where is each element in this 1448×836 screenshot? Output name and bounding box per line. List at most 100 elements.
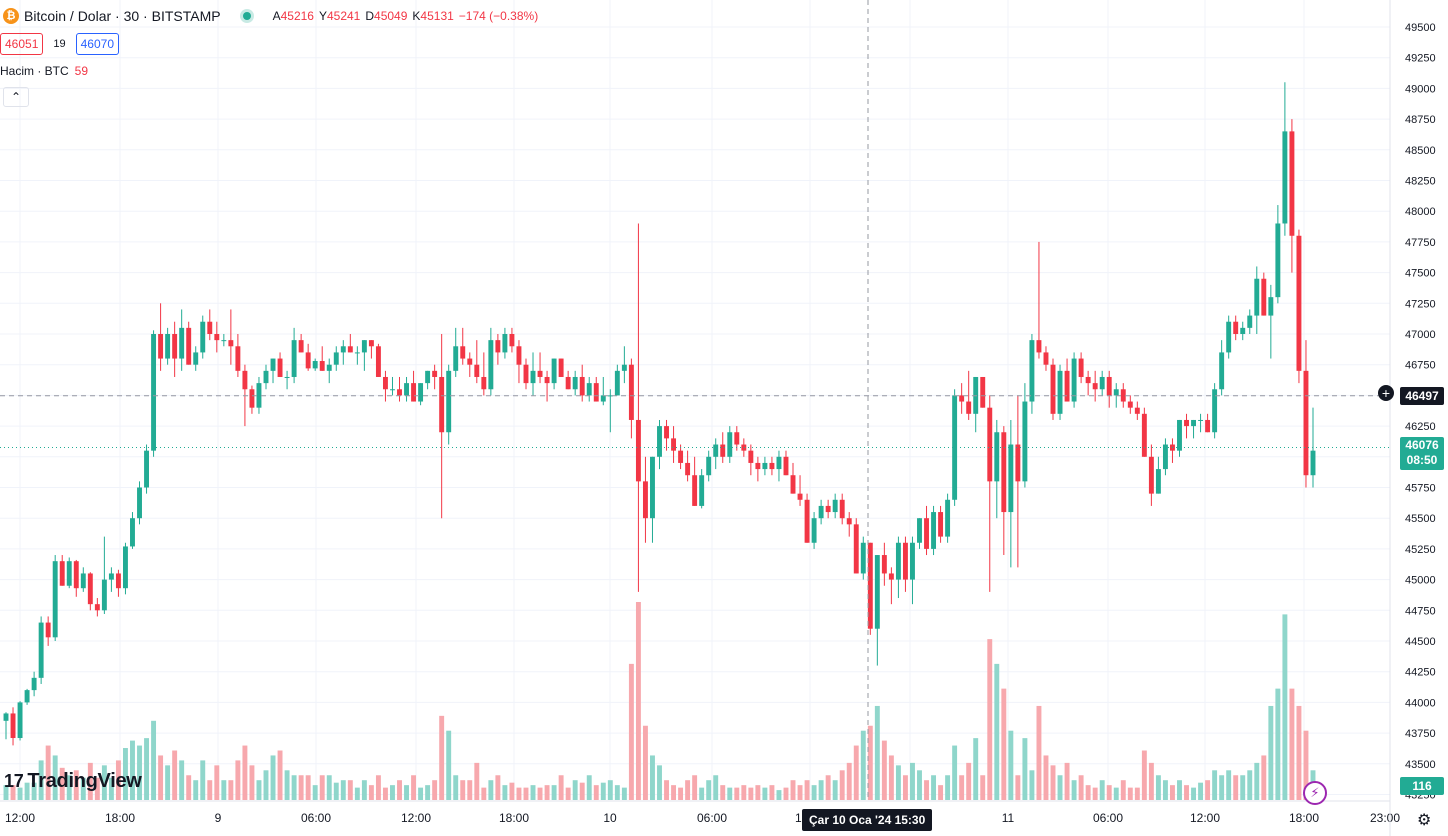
- volume-bar: [973, 738, 979, 800]
- candle-body: [130, 518, 135, 547]
- candle-body: [741, 444, 747, 451]
- volume-bar: [446, 730, 452, 800]
- tradingview-logo[interactable]: 17 TradingView: [4, 770, 142, 793]
- volume-bar: [600, 782, 606, 800]
- gear-icon[interactable]: ⚙: [1417, 812, 1432, 829]
- volume-bar: [263, 770, 269, 800]
- candle-body: [80, 573, 86, 589]
- volume-bar: [326, 775, 332, 800]
- x-tick-label: 18:00: [105, 811, 135, 825]
- candle-body: [439, 376, 445, 433]
- volume-bar: [277, 750, 283, 800]
- volume-bar: [790, 780, 796, 800]
- symbol-title[interactable]: Bitcoin / Dolar · 30 · BITSTAMP: [24, 8, 221, 24]
- candle-body: [474, 364, 480, 377]
- volume-bar: [516, 787, 522, 800]
- volume-bar: [621, 787, 627, 800]
- volume-bar: [1141, 750, 1147, 800]
- candle-body: [706, 456, 712, 476]
- y-tick-label: 44750: [1405, 605, 1436, 617]
- volume-bar: [938, 785, 944, 800]
- candle-body: [66, 561, 72, 586]
- candle-body: [614, 370, 620, 396]
- buy-button[interactable]: 46070: [75, 33, 119, 55]
- candle-body: [1064, 370, 1070, 402]
- candle-body: [1177, 419, 1182, 451]
- candle-body: [593, 383, 599, 402]
- lightning-icon[interactable]: ⚡: [1303, 781, 1327, 805]
- y-tick-label: 43750: [1405, 728, 1436, 740]
- volume-bar: [66, 775, 72, 800]
- candle-body: [664, 426, 669, 439]
- x-tick-label: 12:00: [1190, 811, 1220, 825]
- volume-bar: [1303, 730, 1309, 800]
- candle-body: [692, 475, 698, 506]
- volume-bar: [425, 785, 431, 800]
- volume-bar: [720, 785, 726, 800]
- volume-bar: [1233, 775, 1239, 800]
- volume-bar: [741, 785, 747, 800]
- volume-bar: [1170, 785, 1175, 800]
- volume-bar: [368, 785, 374, 800]
- x-tick-label: 9: [215, 811, 222, 825]
- volume-bar: [312, 785, 318, 800]
- volume-bar: [172, 750, 178, 800]
- candle-body: [607, 395, 613, 397]
- volume-bar: [572, 780, 578, 800]
- sell-button[interactable]: 46051: [0, 33, 44, 55]
- volume-bar: [537, 787, 543, 800]
- volume-bar: [193, 780, 199, 800]
- candle-body: [340, 346, 346, 353]
- y-tick-label: 46750: [1405, 360, 1436, 372]
- candle-body: [502, 334, 508, 353]
- volume-bar: [179, 760, 185, 800]
- candle-body: [1036, 340, 1042, 353]
- y-tick-label: 45750: [1405, 483, 1436, 495]
- volume-bar: [1127, 787, 1133, 800]
- volume-bar: [1212, 770, 1218, 800]
- low-value: 45049: [374, 9, 408, 23]
- volume-bar: [818, 780, 824, 800]
- candle-body: [537, 370, 543, 377]
- candle-body: [530, 370, 536, 384]
- candle-body: [635, 419, 641, 482]
- candle-body: [361, 340, 367, 353]
- candle-body: [45, 622, 51, 638]
- candle-body: [17, 702, 23, 739]
- candle-body: [115, 573, 121, 589]
- candle-body: [1015, 444, 1021, 482]
- candle-body: [931, 512, 937, 549]
- y-tick-label: 44000: [1405, 697, 1436, 709]
- collapse-legend-button[interactable]: ⌃: [3, 87, 29, 107]
- candle-body: [277, 358, 283, 377]
- candle-body: [966, 401, 972, 414]
- market-status-icon[interactable]: [242, 12, 251, 20]
- volume-bar: [959, 775, 965, 800]
- x-tick-label: 10: [603, 811, 617, 825]
- volume-bar: [1254, 762, 1260, 800]
- volume-bar: [94, 777, 100, 800]
- candle-body: [671, 438, 677, 451]
- candle-body: [881, 555, 887, 574]
- candle-body: [1043, 352, 1049, 365]
- candle-body: [347, 346, 353, 353]
- volume-bar: [228, 780, 234, 800]
- candle-body: [1198, 419, 1204, 421]
- add-alert-icon[interactable]: +: [1378, 385, 1394, 401]
- volume-bar: [249, 765, 255, 800]
- volume-bar: [347, 780, 353, 800]
- volume-bar: [319, 775, 325, 800]
- tradingview-logo-text: TradingView: [27, 770, 142, 792]
- candle-body: [10, 713, 16, 739]
- volume-bar: [685, 780, 691, 800]
- volume-bar: [38, 760, 44, 800]
- x-tick-label: 11: [1002, 811, 1015, 825]
- volume-bar: [87, 762, 93, 800]
- y-tick-label: 49250: [1405, 53, 1436, 65]
- candle-body: [1029, 340, 1035, 402]
- candle-body: [888, 573, 894, 580]
- candle-body: [874, 555, 880, 629]
- candle-body: [523, 364, 529, 384]
- volume-title[interactable]: Hacim · BTC: [0, 64, 69, 78]
